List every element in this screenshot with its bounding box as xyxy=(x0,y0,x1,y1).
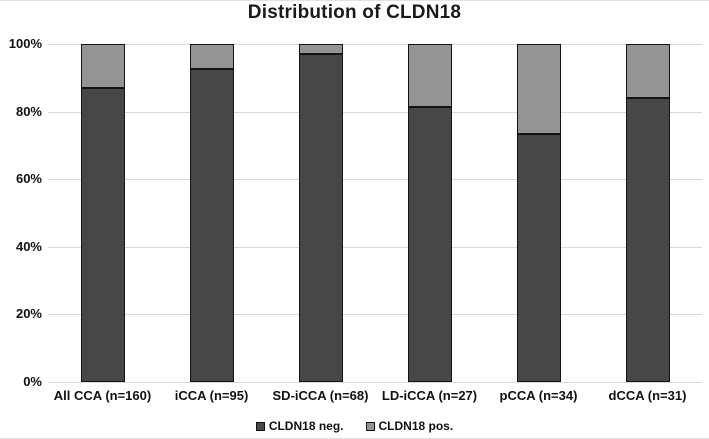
bar-slot xyxy=(484,44,593,382)
gridline xyxy=(48,111,702,113)
x-tick-label: iCCA (n=95) xyxy=(174,388,249,403)
bar-slot xyxy=(157,44,266,382)
legend-label-negative: CLDN18 neg. xyxy=(268,419,344,433)
bar-stack xyxy=(189,44,234,382)
x-tick-label: dCCA (n=31) xyxy=(608,388,687,403)
y-tick-label: 0% xyxy=(23,374,42,389)
legend: CLDN18 neg. CLDN18 pos. xyxy=(0,419,709,433)
legend-swatch-positive-icon xyxy=(365,421,375,431)
bar-segment-negative xyxy=(189,69,234,382)
gridline xyxy=(48,179,702,181)
legend-item-positive: CLDN18 pos. xyxy=(365,419,454,433)
bar-segment-positive xyxy=(189,44,234,70)
bar-slot xyxy=(375,44,484,382)
bar-stack xyxy=(298,44,343,382)
chart-title: Distribution of CLDN18 xyxy=(247,2,462,23)
y-tick-label: 60% xyxy=(15,171,42,187)
bar-segment-negative xyxy=(625,98,670,382)
bar-slot xyxy=(593,44,702,382)
x-tick-label: LD-iCCA (n=27) xyxy=(381,388,478,403)
bar-segment-negative xyxy=(80,87,125,382)
bar-slot xyxy=(48,44,157,382)
legend-swatch-negative-icon xyxy=(255,421,265,431)
bar-stack xyxy=(625,44,670,382)
bars-row xyxy=(48,44,702,382)
y-tick-label: 40% xyxy=(15,238,42,254)
bar-segment-negative xyxy=(298,54,343,382)
bar-segment-positive xyxy=(625,44,670,99)
x-tick-label: SD-iCCA (n=68) xyxy=(272,388,369,403)
bar-segment-negative xyxy=(516,133,561,382)
bar-segment-positive xyxy=(516,44,561,134)
bar-stack xyxy=(516,44,561,382)
gridline xyxy=(48,382,702,383)
y-tick-label: 100% xyxy=(8,36,42,51)
bar-segment-positive xyxy=(80,44,125,88)
y-axis: 0% 20% 40% 60% 80% 100% xyxy=(0,36,42,389)
gridline xyxy=(48,44,702,45)
x-tick-label: pCCA (n=34) xyxy=(499,388,578,403)
bar-slot xyxy=(266,44,375,382)
bar-stack xyxy=(407,44,452,382)
y-tick-label: 20% xyxy=(15,306,42,322)
bar-segment-negative xyxy=(407,106,452,382)
y-tick-label: 80% xyxy=(15,103,42,119)
gridline xyxy=(48,314,702,316)
bar-stack xyxy=(80,44,125,382)
bar-segment-positive xyxy=(298,44,343,55)
legend-item-negative: CLDN18 neg. xyxy=(255,419,344,433)
x-tick-label: All CCA (n=160) xyxy=(53,388,152,403)
legend-label-positive: CLDN18 pos. xyxy=(378,419,454,433)
bar-segment-positive xyxy=(407,44,452,107)
x-axis: All CCA (n=160) iCCA (n=95) SD-iCCA (n=68)… xyxy=(48,388,702,403)
gridline xyxy=(48,246,702,248)
plot-area xyxy=(48,44,702,383)
